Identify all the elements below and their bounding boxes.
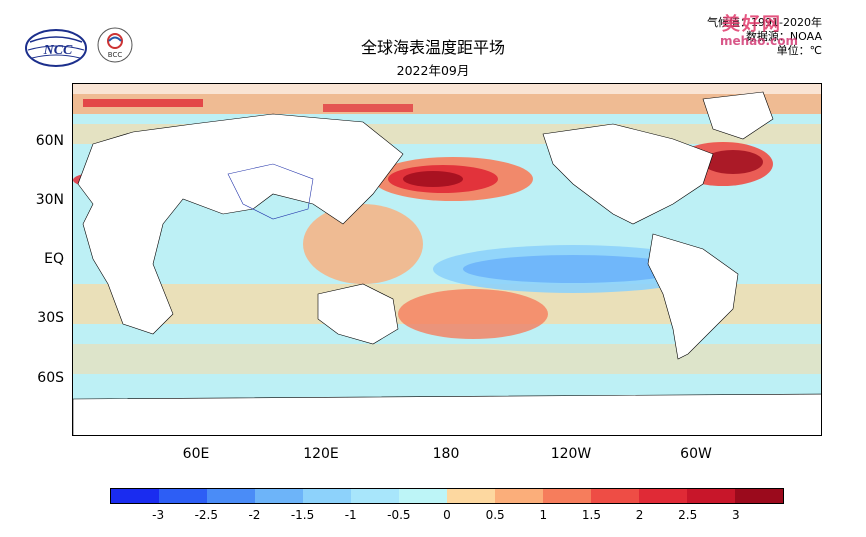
meta-info: 气候值：1991-2020年 数据源：NOAA 单位：℃ (707, 16, 822, 58)
colorbar-segment (159, 489, 207, 503)
lat-label-60s: 60S (37, 370, 64, 386)
source-label: 数据源：NOAA (745, 30, 822, 43)
unit-label: 单位：℃ (776, 44, 822, 57)
lat-label-30s: 30S (37, 310, 64, 326)
colorbar-segment (351, 489, 399, 503)
lon-label-60e: 60E (182, 446, 210, 462)
colorbar-segment (639, 489, 687, 503)
lon-label-180: 180 (432, 446, 460, 462)
bcc-logo-text: BCC (108, 51, 123, 59)
sst-anomaly-map (72, 83, 822, 436)
colorbar-segment (303, 489, 351, 503)
colorbar-segment (447, 489, 495, 503)
colorbar-tick-label: 1 (539, 508, 548, 522)
ncc-logo: NCC (25, 29, 87, 67)
colorbar (110, 488, 784, 504)
colorbar-tick-label: -2.5 (194, 508, 218, 522)
watermark: 美好网 (722, 14, 782, 35)
colorbar-tick-label: -2 (248, 508, 261, 522)
lat-label-60n: 60N (35, 133, 64, 149)
colorbar-tick-label: -1.5 (290, 508, 315, 522)
colorbar-segment (207, 489, 255, 503)
colorbar-tick-label: 1.5 (581, 508, 601, 522)
map-title: 全球海表温度距平场 (360, 38, 505, 57)
lon-label-120e: 120E (303, 446, 339, 462)
bcc-logo: BCC (97, 27, 133, 63)
colorbar-tick-label: 0 (443, 508, 451, 522)
colorbar-segment (735, 489, 783, 503)
colorbar-tick-label: -3 (152, 508, 165, 522)
ncc-logo-text: NCC (43, 43, 73, 58)
lat-label-30n: 30N (35, 192, 64, 208)
watermark-url: mehao.com (720, 34, 798, 48)
colorbar-tick-label: 2 (635, 508, 644, 522)
colorbar-tick-label: 2.5 (678, 508, 698, 522)
map-subtitle: 2022年09月 (396, 63, 470, 78)
colorbar-segment (255, 489, 303, 503)
colorbar-segment (399, 489, 447, 503)
colorbar-tick-label: -1 (344, 508, 357, 522)
colorbar-segment (687, 489, 735, 503)
colorbar-tick-label: 3 (732, 508, 740, 522)
colorbar-segment (591, 489, 639, 503)
climatology-label: 气候值：1991-2020年 (707, 16, 822, 29)
lon-label-120w: 120W (550, 446, 592, 462)
lat-label-eq: EQ (44, 251, 64, 267)
colorbar-segment (543, 489, 591, 503)
map-svg (73, 84, 821, 435)
colorbar-tick-label: 0.5 (485, 508, 505, 522)
colorbar-tick-label: -0.5 (387, 508, 411, 522)
colorbar-segment (111, 489, 159, 503)
colorbar-segment (495, 489, 543, 503)
lon-label-60w: 60W (680, 446, 712, 462)
